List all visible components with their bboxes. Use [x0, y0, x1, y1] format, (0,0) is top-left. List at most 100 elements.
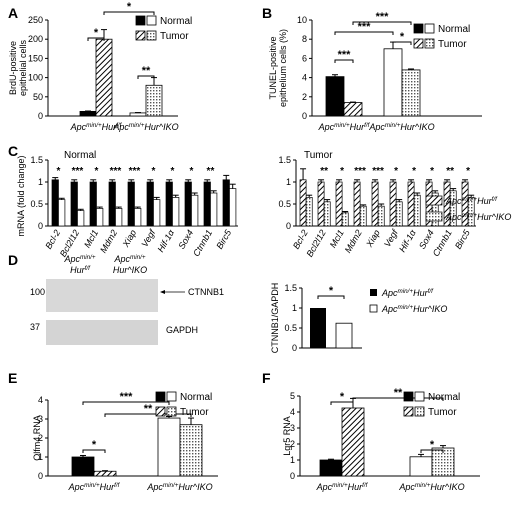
panel-f-y-tick-label: 5 [290, 391, 295, 401]
panel-c-normal-bar [184, 181, 192, 227]
panel-a-significance-label: * [127, 1, 132, 13]
panel-c-tumor-x-tick-label: Xiap [364, 228, 382, 249]
panel-c-tumor-significance-label: * [412, 166, 416, 177]
panel-c-tumor-x-tick-label: Hif-1α [397, 227, 418, 254]
panel-c-tumor-significance-label: ** [446, 166, 454, 177]
panel-c-normal-bar [210, 192, 218, 227]
panel-f-x-tick-label: Apcmin/+Hurf/f [316, 482, 369, 493]
panel-a-significance-bracket [103, 11, 155, 15]
panel-a-significance-bracket [137, 75, 155, 79]
panel-b-bar [401, 69, 421, 117]
panel-e-legend-swatch [166, 391, 177, 402]
panel-a-bar [129, 112, 147, 117]
panel-a-y-axis-label: epithelial cells [18, 39, 28, 96]
panel-c-tumor-significance-label: * [394, 166, 398, 177]
panel-f-y-tick-label: 2 [290, 439, 295, 449]
panel-e-significance-label: * [92, 439, 97, 451]
panel-b-bar [343, 102, 363, 117]
panel-c-normal-x-tick-label: Mcl1 [82, 228, 100, 249]
panel-c-normal-bar [222, 179, 230, 227]
panel-f-y-tick-label: 4 [290, 407, 295, 417]
blot-ctnnb1-image [46, 279, 158, 312]
panel-e-legend-label: Tumor [180, 407, 209, 418]
panel-d-y-tick-label: 0.5 [284, 323, 297, 333]
panel-c-tumor-y-tick-label: 0 [286, 221, 291, 231]
panel-c-normal-x-tick-label: Mdm2 [98, 228, 119, 255]
panel-c-normal-significance-label: *** [110, 166, 122, 177]
blot-arrow-head [160, 290, 165, 294]
panel-f-bar [341, 407, 365, 477]
panel-a-y-tick-label: 200 [28, 34, 43, 44]
panel-b-y-axis-label: epithelium cells (%) [278, 29, 288, 107]
panel-e-y-tick-label: 0 [38, 471, 43, 481]
panel-d-significance-label: * [329, 285, 334, 297]
panel-c-tumor-bar [299, 179, 307, 227]
panel-e-significance-bracket [82, 401, 170, 405]
panel-b-legend-label: Normal [438, 24, 470, 35]
panel-letter-b: B [262, 5, 272, 21]
panel-a-bar [79, 110, 97, 117]
blot-band-ctnnb1: CTNNB1 [188, 287, 224, 297]
panel-e-y-tick-label: 1 [38, 452, 43, 462]
panel-c-normal-y-tick-label: 1 [38, 177, 43, 187]
panel-e-legend-swatch [155, 391, 166, 402]
blot-marker-100: 100 [30, 287, 45, 297]
panel-letter-d: D [8, 252, 18, 268]
panel-f-y-tick-label: 0 [290, 471, 295, 481]
panel-b-significance-bracket [334, 31, 394, 35]
panel-b-significance-label: *** [358, 21, 372, 33]
panel-a-x-tick-label: Apcmin/+Hurf/f [70, 122, 123, 133]
panel-f-x-tick-label: Apcmin/+Hur^IKO [398, 482, 464, 493]
panel-c-normal-bar [70, 181, 78, 227]
panel-e-significance-bracket [82, 449, 106, 453]
panel-a-legend-swatch [135, 30, 146, 41]
panel-f-bar [319, 459, 343, 477]
panel-b-significance-label: * [400, 31, 405, 43]
panel-d-y-tick-label: 0 [292, 343, 297, 353]
panel-f-legend-swatch [403, 406, 414, 417]
panel-f-significance-bracket [352, 397, 444, 401]
blot-marker-37: 37 [30, 322, 40, 332]
panel-c-normal-significance-label: * [190, 166, 194, 177]
panel-d-bar [335, 322, 353, 349]
panel-c-tumor-bar [407, 181, 415, 227]
panel-b-bar [383, 48, 403, 117]
panel-e-legend-swatch [155, 406, 166, 417]
panel-f-significance-bracket [330, 401, 354, 405]
panel-c-legend-label: Apcmin/+Hurf/f [445, 196, 498, 207]
panel-b-legend-swatch [424, 38, 435, 49]
panel-c-normal-bar [115, 208, 123, 227]
panel-e-significance-bracket [104, 413, 192, 417]
panel-e-x-tick-label: Apcmin/+Hur^IKO [146, 482, 212, 493]
panel-a-x-tick-label: Apcmin/+Hur^IKO [112, 122, 178, 133]
panel-c-normal-x-tick-label: Ctnnb1 [191, 228, 214, 258]
panel-e-bar [71, 456, 95, 477]
panel-c-normal-bar [153, 199, 161, 227]
panel-c-normal-significance-label: *** [129, 166, 141, 177]
panel-a-significance-label: ** [142, 65, 151, 77]
panel-c-normal-significance-label: * [171, 166, 175, 177]
panel-c-normal-bar [165, 181, 173, 227]
panel-e-legend-label: Normal [180, 392, 212, 403]
panel-b-bar [325, 76, 345, 117]
panel-b-y-tick-label: 8 [302, 34, 307, 44]
panel-c-normal-significance-label: * [152, 166, 156, 177]
panel-c-normal-bar [89, 181, 97, 227]
panel-a-y-tick-label: 150 [28, 53, 43, 63]
panel-c-tumor-bar [323, 201, 331, 227]
panel-b-y-tick-label: 4 [302, 73, 307, 83]
panel-a-y-tick-label: 50 [33, 92, 43, 102]
panel-d-legend-label: Apcmin/+Hur^IKO [381, 304, 447, 315]
panel-e-significance-label: ** [144, 403, 153, 415]
panel-b-legend-swatch [424, 23, 435, 34]
panel-c-normal-bar [146, 181, 154, 227]
panel-b-y-axis-label: TUNEL-positive [268, 36, 278, 99]
panel-c-normal-bar [191, 194, 199, 227]
panel-c-tumor-significance-label: * [430, 166, 434, 177]
panel-c-normal-x-tick-label: Hif-1α [155, 227, 176, 254]
panel-d-y-tick-label: 1.5 [284, 283, 297, 293]
panel-c-normal-bar [229, 188, 237, 227]
panel-b-x-tick-label: Apcmin/+Hur^IKO [368, 122, 434, 133]
panel-b-y-tick-label: 0 [302, 111, 307, 121]
